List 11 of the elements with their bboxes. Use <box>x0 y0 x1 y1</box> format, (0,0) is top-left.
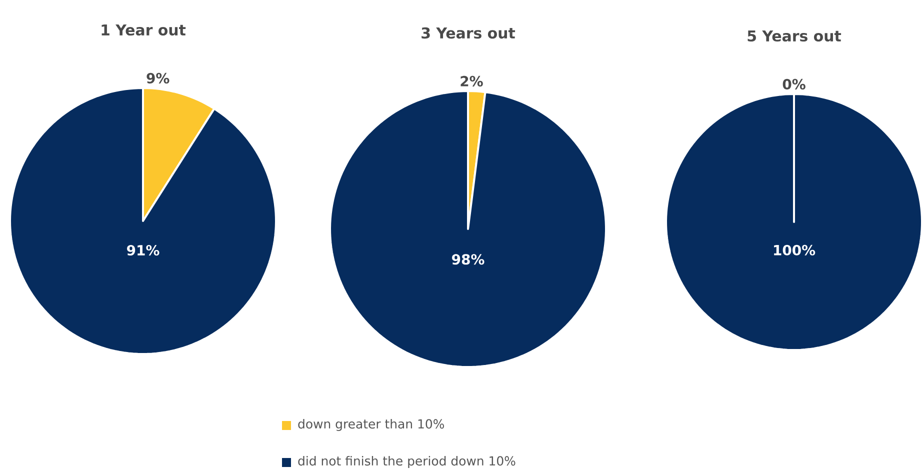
chart-title: 3 Years out <box>422 27 516 39</box>
chart-title: 5 Years out <box>748 30 842 42</box>
text: 0% <box>782 78 806 90</box>
data-label: 9% <box>146 72 170 84</box>
data-label: 100% <box>774 244 816 256</box>
data-label: 91% <box>127 244 160 256</box>
legend-label: did not finish the period down 10% <box>298 456 516 468</box>
data-label: 98% <box>452 254 484 265</box>
chart-title: 1 Year out <box>102 24 186 36</box>
legend-label: down greater than 10% <box>298 418 444 432</box>
data-label: 2% <box>460 76 483 86</box>
